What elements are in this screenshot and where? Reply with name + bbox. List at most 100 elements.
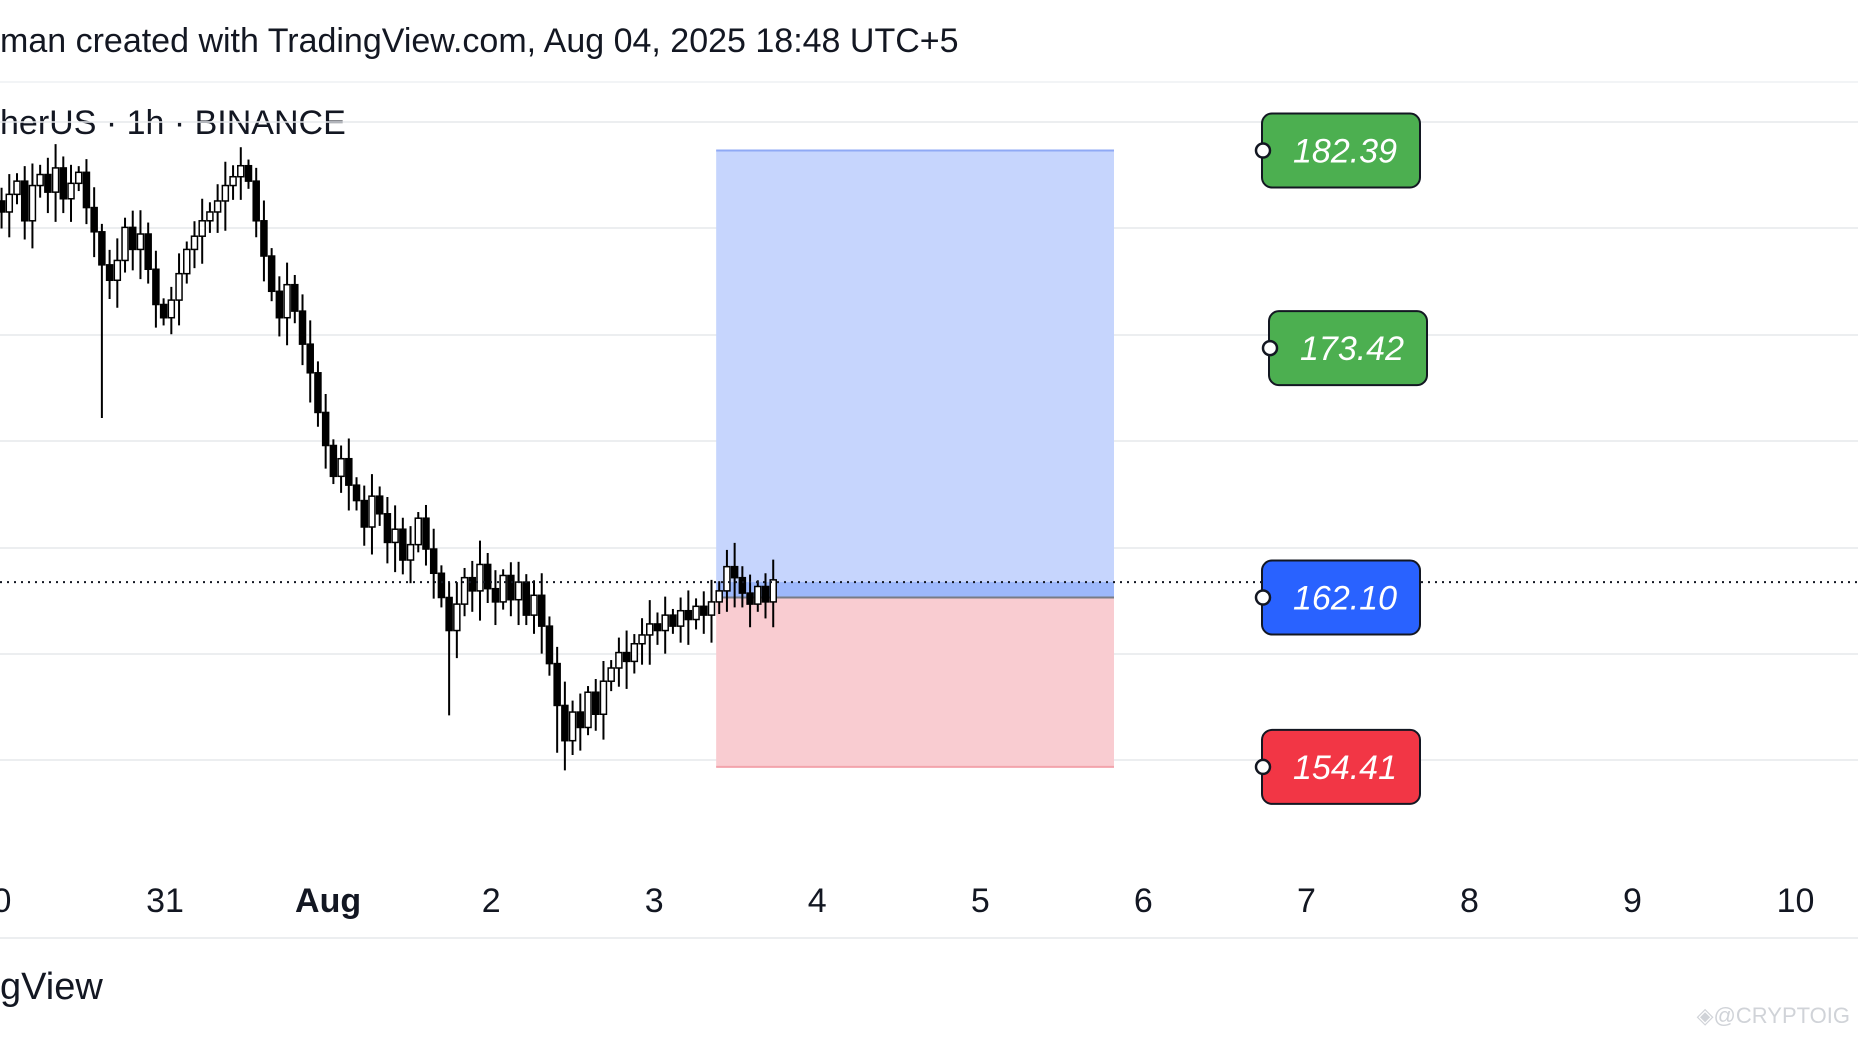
level-handle[interactable] (1254, 142, 1272, 159)
candle (5, 174, 14, 238)
level-price-label: 182.39 (1293, 133, 1397, 171)
candle (591, 679, 600, 731)
candle (723, 549, 731, 612)
candle (530, 580, 538, 634)
candle (13, 173, 21, 205)
candle (260, 200, 268, 282)
candle (283, 262, 291, 346)
candle (692, 598, 700, 630)
candle (615, 637, 623, 687)
candle (59, 156, 68, 214)
candle (406, 526, 415, 584)
candle (399, 517, 407, 575)
candle (746, 574, 754, 628)
entry-level-tag[interactable]: 162.10 (1254, 559, 1421, 636)
candle (368, 474, 376, 555)
x-tick-label: 5 (971, 882, 990, 920)
level-price-label: 173.42 (1300, 330, 1404, 368)
candle (476, 540, 484, 621)
candle (738, 566, 747, 608)
tradingview-brand: gView (0, 966, 103, 1008)
candle (460, 567, 469, 617)
time-axis: 0 31 Aug 2 3 4 5 6 7 8 9 10 (0, 882, 1814, 920)
candle (175, 253, 183, 326)
position-level-tags[interactable]: 182.39 173.42 162.10 154.41 (1254, 112, 1428, 805)
candle (321, 393, 330, 469)
candle (44, 157, 52, 214)
candle (483, 552, 492, 604)
loss-zone[interactable] (716, 597, 1115, 767)
candle (121, 217, 129, 273)
candle (568, 700, 577, 756)
candle (20, 166, 29, 240)
candle (661, 596, 669, 654)
candle (244, 159, 253, 189)
candle (67, 164, 75, 222)
level-price-label: 162.10 (1293, 579, 1397, 617)
long-position-tool[interactable] (716, 149, 1115, 768)
chart-header-title: man created with TradingView.com, Aug 04… (0, 22, 959, 60)
candle (607, 660, 615, 692)
candle (684, 590, 693, 645)
candle (314, 361, 322, 427)
candle (90, 187, 98, 258)
candle (599, 660, 608, 740)
candle (98, 223, 106, 418)
candle (221, 161, 230, 231)
candle (329, 439, 338, 485)
x-tick-label: 3 (645, 882, 664, 920)
x-tick-label: 31 (146, 882, 184, 920)
candle (561, 681, 569, 771)
candle (252, 167, 260, 238)
x-tick-label: Aug (295, 882, 361, 920)
stop-level-tag[interactable]: 154.41 (1254, 728, 1421, 805)
candle (152, 250, 160, 328)
candle (437, 565, 446, 608)
candle (345, 438, 353, 511)
candle (159, 298, 168, 326)
x-tick-label: 9 (1623, 882, 1642, 920)
candle (375, 486, 384, 526)
profit-zone[interactable] (716, 150, 1115, 598)
candle (707, 579, 716, 643)
candle (291, 274, 299, 324)
candle (676, 597, 685, 643)
target-level-tag[interactable]: 173.42 (1261, 310, 1428, 387)
candle (653, 612, 662, 645)
x-tick-label: 6 (1134, 882, 1153, 920)
x-tick-label: 7 (1297, 882, 1316, 920)
candle (190, 221, 199, 269)
candle (754, 580, 762, 612)
candle (499, 569, 507, 610)
level-handle[interactable] (1254, 589, 1272, 606)
candle (468, 560, 477, 612)
level-handle[interactable] (1254, 758, 1272, 776)
candle (769, 559, 777, 628)
candle (414, 512, 423, 553)
candle (74, 166, 83, 192)
target-level-tag[interactable]: 182.39 (1254, 112, 1421, 189)
x-tick-label: 2 (482, 882, 501, 920)
candle (391, 505, 399, 573)
candle (584, 686, 592, 736)
candle (576, 693, 585, 751)
candle (761, 573, 770, 619)
watermark: ◈@CRYPTOIG (1696, 1003, 1850, 1028)
candle (537, 573, 546, 654)
level-handle[interactable] (1261, 339, 1279, 357)
candle (646, 600, 654, 665)
candle (113, 238, 122, 308)
candle (669, 608, 677, 634)
candle (51, 144, 60, 222)
level-price-label: 154.41 (1293, 749, 1397, 787)
candle (275, 276, 284, 337)
candle (730, 542, 739, 608)
symbol-interval-exchange: herUS · 1h · BINANCE (0, 104, 346, 142)
x-tick-label: 4 (808, 882, 827, 920)
candle (183, 241, 191, 284)
candle (213, 184, 222, 233)
candle (553, 646, 561, 753)
x-tick-label: 10 (1777, 882, 1815, 920)
candle (630, 634, 639, 674)
